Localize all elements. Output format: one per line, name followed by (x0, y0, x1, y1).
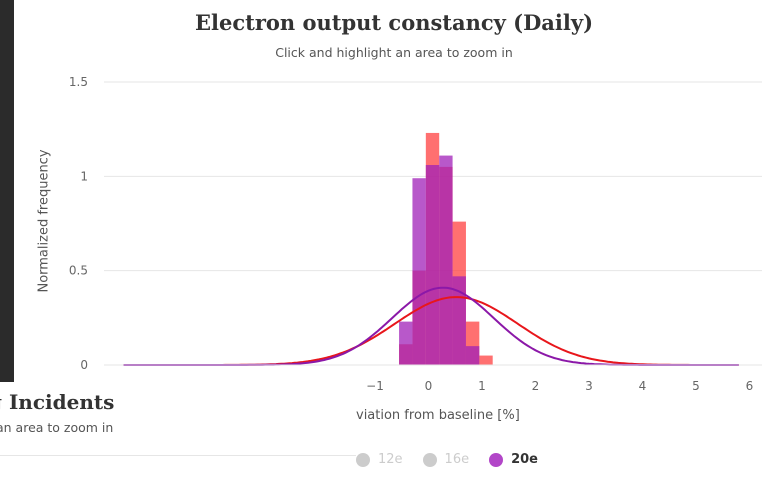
legend-dot-icon (356, 452, 370, 467)
histogram-bar (425, 165, 440, 365)
histogram-bar (412, 178, 426, 365)
legend-label: 20e (511, 452, 539, 467)
histogram-bar (439, 155, 453, 365)
x-axis-label: viation from baseline [%] (356, 408, 520, 423)
legend-item-20e[interactable]: 20e (489, 452, 538, 467)
legend-item-12e[interactable]: 12e (356, 452, 403, 467)
histogram-bar (479, 355, 493, 365)
x-tick-label: 2 (532, 379, 540, 393)
legend-item-16e[interactable]: 16e (422, 452, 470, 467)
legend-dot-icon (422, 452, 437, 467)
x-tick-label: −1 (366, 379, 384, 393)
x-tick-label: 6 (746, 379, 754, 393)
x-tick-label: 3 (585, 379, 593, 393)
histogram-bar (465, 346, 480, 365)
background-chart-gridline (0, 455, 356, 456)
background-window-edge (0, 0, 14, 382)
histogram-bar (452, 276, 466, 365)
y-tick-label: 0 (80, 358, 88, 372)
x-tick-label: 4 (639, 379, 647, 393)
chart-legend: 12e 16e 20e (356, 452, 538, 467)
chart-title: Electron output constancy (Daily) (194, 10, 594, 35)
y-tick-label: 0.5 (69, 264, 88, 278)
background-chart-title: g Incidents (0, 390, 115, 414)
legend-label: 12e (378, 452, 403, 467)
histogram-bars (399, 132, 493, 365)
x-tick-label: 0 (425, 379, 433, 393)
background-chart-subtitle: an area to zoom in (0, 420, 114, 435)
y-axis-ticks: 0 0.5 1 1.5 (69, 75, 88, 372)
chart-subtitle: Click and highlight an area to zoom in (275, 45, 513, 60)
background-chart-panel: g Incidents an area to zoom in (0, 382, 356, 500)
y-axis-label: Normalized frequency (36, 149, 52, 293)
x-tick-label: 1 (478, 379, 486, 393)
x-axis-ticks: −1 0 1 2 3 4 5 6 (366, 379, 753, 393)
y-tick-label: 1.5 (69, 75, 88, 89)
legend-dot-icon (489, 452, 504, 467)
x-tick-label: 5 (692, 379, 700, 393)
histogram-bar (399, 321, 413, 365)
y-tick-label: 1 (80, 169, 88, 183)
legend-label: 16e (444, 452, 470, 467)
